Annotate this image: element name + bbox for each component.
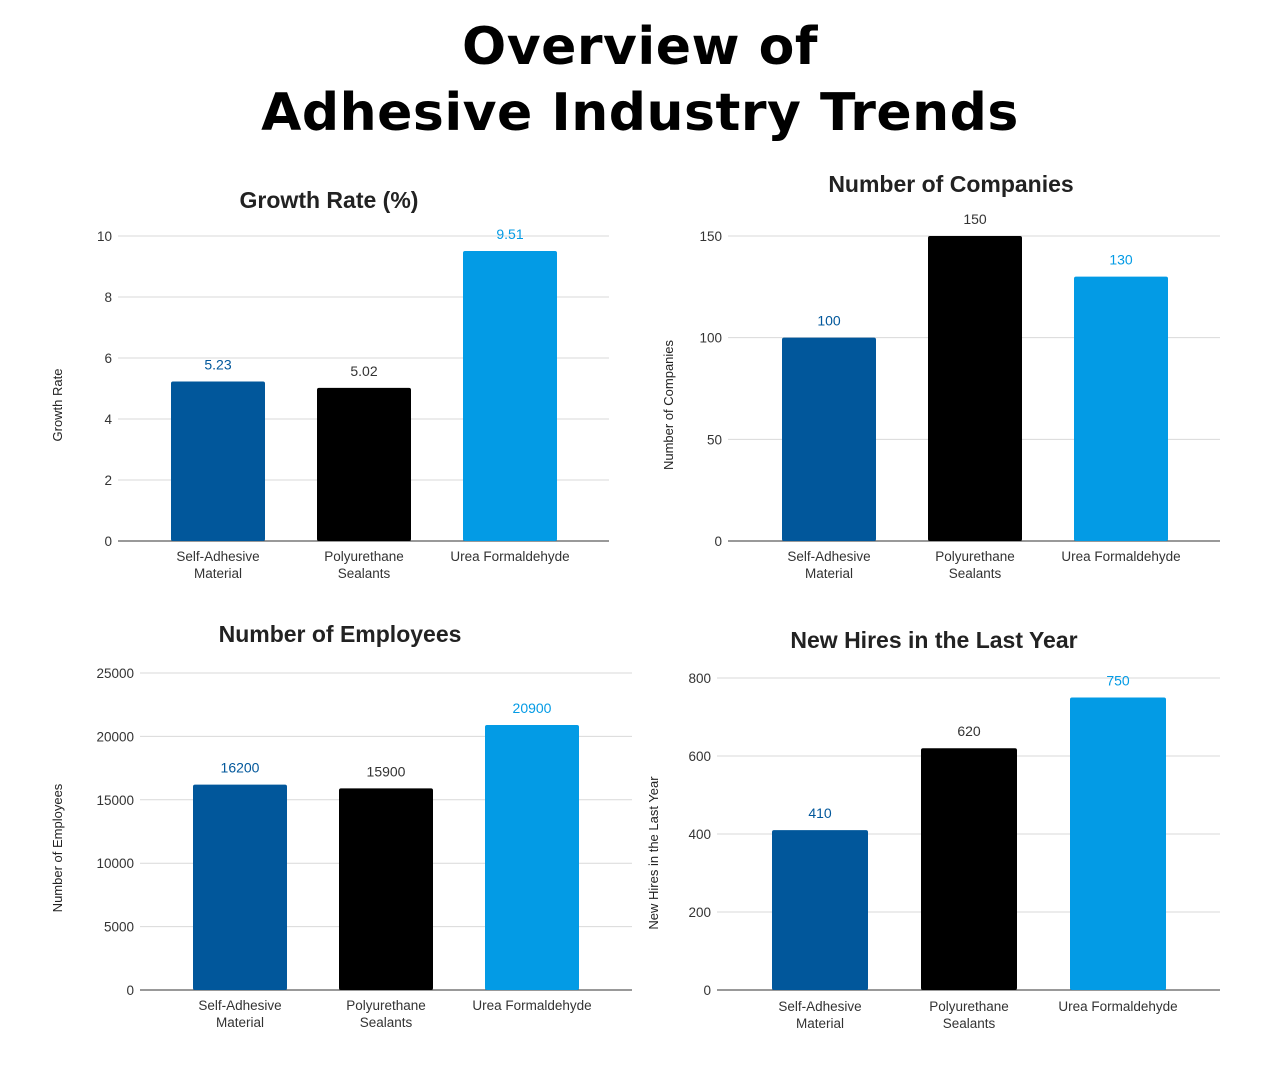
page-title-line-1: Overview of xyxy=(462,17,818,77)
y-tick-label: 25000 xyxy=(96,666,134,681)
y-axis-label: Number of Companies xyxy=(661,339,676,470)
category-label: Urea Formaldehyde xyxy=(472,998,591,1013)
y-tick-label: 8 xyxy=(104,290,112,305)
bar xyxy=(1074,276,1168,541)
bar xyxy=(171,381,265,541)
bar xyxy=(1070,697,1166,990)
y-tick-label: 800 xyxy=(688,671,711,686)
data-label: 5.23 xyxy=(204,356,231,372)
bar xyxy=(928,236,1022,541)
data-label: 410 xyxy=(808,805,832,821)
page-title-line-2: Adhesive Industry Trends xyxy=(261,83,1019,143)
bar xyxy=(782,337,876,541)
y-axis-label: New Hires in the Last Year xyxy=(646,776,661,930)
category-label: Sealants xyxy=(360,1015,413,1030)
chart-title: Number of Employees xyxy=(219,621,462,647)
data-label: 5.02 xyxy=(350,363,377,379)
y-tick-label: 10 xyxy=(97,229,112,244)
y-tick-label: 100 xyxy=(699,331,722,346)
data-label: 16200 xyxy=(221,760,260,776)
category-label: Self-Adhesive xyxy=(778,999,861,1014)
number-of-companies-chart: Number of Companies 0 50 100 150 Number of Co… xyxy=(661,171,1220,581)
y-tick-label: 5000 xyxy=(104,920,134,935)
y-tick-label: 10000 xyxy=(96,856,134,871)
y-tick-label: 4 xyxy=(104,412,112,427)
chart-title: New Hires in the Last Year xyxy=(790,627,1077,653)
category-label: Self-Adhesive xyxy=(176,549,259,564)
data-label: 9.51 xyxy=(496,226,523,242)
y-tick-label: 50 xyxy=(707,432,722,447)
category-label: Self-Adhesive xyxy=(198,998,281,1013)
y-tick-label: 0 xyxy=(104,534,112,549)
bar xyxy=(193,784,287,990)
category-label: Material xyxy=(796,1016,844,1031)
y-tick-label: 0 xyxy=(714,534,722,549)
chart-title: Growth Rate (%) xyxy=(240,187,419,213)
category-label: Polyurethane xyxy=(929,999,1009,1014)
data-label: 130 xyxy=(1109,252,1133,268)
y-tick-label: 200 xyxy=(688,905,711,920)
category-label: Urea Formaldehyde xyxy=(1061,549,1180,564)
y-tick-label: 2 xyxy=(104,473,112,488)
growth-rate-chart: Growth Rate (%) 0 2 4 6 8 10 Growth Rate 5.23 Sel… xyxy=(50,187,609,581)
data-label: 100 xyxy=(817,313,841,329)
data-label: 15900 xyxy=(367,763,406,779)
data-label: 150 xyxy=(963,211,987,227)
category-label: Sealants xyxy=(338,566,391,581)
category-label: Polyurethane xyxy=(324,549,404,564)
y-tick-label: 0 xyxy=(126,983,134,998)
category-label: Material xyxy=(194,566,242,581)
y-axis-label: Number of Employees xyxy=(50,783,65,912)
category-label: Polyurethane xyxy=(935,549,1015,564)
bar xyxy=(463,250,557,541)
category-label: Material xyxy=(805,566,853,581)
y-tick-label: 20000 xyxy=(96,729,134,744)
y-axis-label: Growth Rate xyxy=(50,369,65,442)
category-label: Urea Formaldehyde xyxy=(450,549,569,564)
category-label: Sealants xyxy=(949,566,1002,581)
y-tick-label: 15000 xyxy=(96,793,134,808)
data-label: 20900 xyxy=(513,700,552,716)
bar xyxy=(921,748,1017,990)
category-label: Self-Adhesive xyxy=(787,549,870,564)
bar xyxy=(772,830,868,990)
number-of-employees-chart: Number of Employees 0 5000 10000 15000 20000 2… xyxy=(50,621,632,1030)
category-label: Polyurethane xyxy=(346,998,426,1013)
y-tick-label: 0 xyxy=(703,983,711,998)
bar xyxy=(485,724,579,990)
data-label: 620 xyxy=(957,723,981,739)
category-label: Material xyxy=(216,1015,264,1030)
category-label: Sealants xyxy=(943,1016,996,1031)
y-tick-label: 600 xyxy=(688,749,711,764)
data-label: 750 xyxy=(1106,673,1130,689)
y-tick-label: 400 xyxy=(688,827,711,842)
y-tick-label: 150 xyxy=(699,229,722,244)
bar xyxy=(339,788,433,990)
page-title: Overview of Adhesive Industry Trends xyxy=(0,14,1280,146)
chart-title: Number of Companies xyxy=(828,171,1073,197)
y-tick-label: 6 xyxy=(104,351,112,366)
new-hires-chart: New Hires in the Last Year 0 200 400 600 800 N… xyxy=(646,627,1220,1031)
category-label: Urea Formaldehyde xyxy=(1058,999,1177,1014)
bar xyxy=(317,387,411,541)
